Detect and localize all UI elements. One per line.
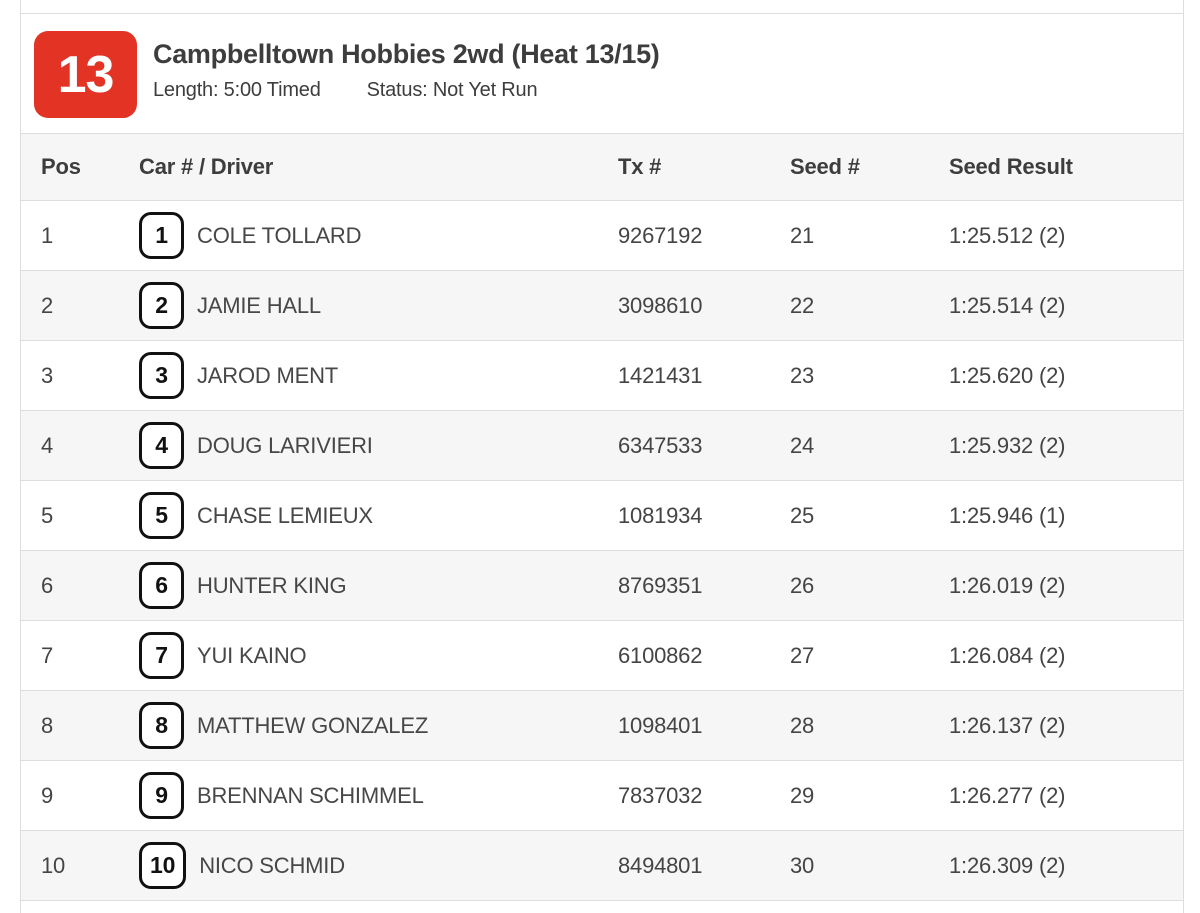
tx-cell: 9267192 [618, 222, 703, 248]
pos-cell: 2 [41, 292, 54, 318]
tx-cell: 7837032 [618, 782, 703, 808]
column-header-result: Seed Result [949, 154, 1073, 179]
driver-name: DOUG LARIVIERI [197, 432, 373, 458]
pos-cell: 9 [41, 782, 54, 808]
results-table: Pos Car # / Driver Tx # Seed # Seed Resu… [21, 134, 1183, 901]
table-row[interactable]: 10 10 NICO SCHMID 8494801 30 1:26.309 (2… [21, 831, 1183, 901]
result-cell: 1:26.277 (2) [949, 782, 1066, 808]
heat-meta: Length: 5:00 Timed Status: Not Yet Run [153, 79, 660, 102]
table-row[interactable]: 9 9 BRENNAN SCHIMMEL 7837032 29 1:26.277… [21, 761, 1183, 831]
seed-cell: 27 [790, 642, 815, 668]
result-cell: 1:26.137 (2) [949, 712, 1066, 738]
pos-cell: 3 [41, 362, 54, 388]
seed-cell: 22 [790, 292, 815, 318]
car-number-badge: 10 [139, 842, 187, 889]
seed-cell: 24 [790, 432, 815, 458]
result-cell: 1:26.309 (2) [949, 852, 1066, 878]
heat-header: 13 Campbelltown Hobbies 2wd (Heat 13/15)… [21, 14, 1183, 134]
car-number-badge: 3 [139, 352, 184, 399]
driver-cell: 6 HUNTER KING [139, 562, 618, 609]
driver-name: NICO SCHMID [199, 852, 345, 878]
seed-cell: 26 [790, 572, 815, 598]
car-number-badge: 6 [139, 562, 184, 609]
seed-cell: 25 [790, 502, 815, 528]
driver-cell: 4 DOUG LARIVIERI [139, 422, 618, 469]
heat-number-badge: 13 [34, 31, 137, 118]
tx-cell: 6347533 [618, 432, 703, 458]
seed-cell: 23 [790, 362, 815, 388]
driver-cell: 3 JAROD MENT [139, 352, 618, 399]
driver-name: CHASE LEMIEUX [197, 502, 373, 528]
result-cell: 1:25.514 (2) [949, 292, 1066, 318]
table-row[interactable]: 5 5 CHASE LEMIEUX 1081934 25 1:25.946 (1… [21, 481, 1183, 551]
driver-name: COLE TOLLARD [197, 222, 362, 248]
heat-card: 13 Campbelltown Hobbies 2wd (Heat 13/15)… [20, 14, 1184, 901]
driver-cell: 8 MATTHEW GONZALEZ [139, 702, 618, 749]
tx-cell: 8769351 [618, 572, 703, 598]
pos-cell: 5 [41, 502, 54, 528]
tx-cell: 1098401 [618, 712, 703, 738]
driver-name: JAROD MENT [197, 362, 339, 388]
result-cell: 1:25.946 (1) [949, 502, 1066, 528]
tx-cell: 1081934 [618, 502, 703, 528]
tx-cell: 3098610 [618, 292, 703, 318]
heat-header-text: Campbelltown Hobbies 2wd (Heat 13/15) Le… [153, 31, 660, 102]
driver-cell: 10 NICO SCHMID [139, 842, 618, 889]
table-row[interactable]: 7 7 YUI KAINO 6100862 27 1:26.084 (2) [21, 621, 1183, 691]
tx-cell: 8494801 [618, 852, 703, 878]
pos-cell: 10 [41, 852, 66, 878]
seed-cell: 28 [790, 712, 815, 738]
pos-cell: 8 [41, 712, 54, 738]
table-row[interactable]: 8 8 MATTHEW GONZALEZ 1098401 28 1:26.137… [21, 691, 1183, 761]
tx-cell: 1421431 [618, 362, 703, 388]
table-row[interactable]: 4 4 DOUG LARIVIERI 6347533 24 1:25.932 (… [21, 411, 1183, 481]
result-cell: 1:26.084 (2) [949, 642, 1066, 668]
column-header-pos: Pos [41, 154, 81, 179]
driver-name: MATTHEW GONZALEZ [197, 712, 429, 738]
driver-cell: 1 COLE TOLLARD [139, 212, 618, 259]
result-cell: 1:25.620 (2) [949, 362, 1066, 388]
result-cell: 1:26.019 (2) [949, 572, 1066, 598]
tx-cell: 6100862 [618, 642, 703, 668]
driver-cell: 2 JAMIE HALL [139, 282, 618, 329]
column-header-seed: Seed # [790, 154, 860, 179]
column-header-driver: Car # / Driver [139, 154, 274, 179]
driver-name: HUNTER KING [197, 572, 347, 598]
next-section-remnant [20, 901, 1184, 913]
table-header-row: Pos Car # / Driver Tx # Seed # Seed Resu… [21, 134, 1183, 201]
page: 13 Campbelltown Hobbies 2wd (Heat 13/15)… [20, 0, 1184, 913]
driver-name: YUI KAINO [197, 642, 307, 668]
driver-name: BRENNAN SCHIMMEL [197, 782, 424, 808]
driver-cell: 5 CHASE LEMIEUX [139, 492, 618, 539]
pos-cell: 1 [41, 222, 54, 248]
driver-name: JAMIE HALL [197, 292, 321, 318]
car-number-badge: 1 [139, 212, 184, 259]
seed-cell: 30 [790, 852, 815, 878]
car-number-badge: 7 [139, 632, 184, 679]
table-row[interactable]: 6 6 HUNTER KING 8769351 26 1:26.019 (2) [21, 551, 1183, 621]
pos-cell: 6 [41, 572, 54, 598]
seed-cell: 21 [790, 222, 815, 248]
table-row[interactable]: 2 2 JAMIE HALL 3098610 22 1:25.514 (2) [21, 271, 1183, 341]
heat-length-label: Length: 5:00 Timed [153, 79, 321, 101]
driver-cell: 7 YUI KAINO [139, 632, 618, 679]
heat-status-label: Status: Not Yet Run [366, 79, 538, 101]
table-row[interactable]: 1 1 COLE TOLLARD 9267192 21 1:25.512 (2) [21, 201, 1183, 271]
heat-title: Campbelltown Hobbies 2wd (Heat 13/15) [153, 39, 660, 69]
column-header-tx: Tx # [618, 154, 662, 179]
pos-cell: 7 [41, 642, 54, 668]
car-number-badge: 2 [139, 282, 184, 329]
car-number-badge: 5 [139, 492, 184, 539]
seed-cell: 29 [790, 782, 815, 808]
car-number-badge: 9 [139, 772, 184, 819]
result-cell: 1:25.512 (2) [949, 222, 1066, 248]
result-cell: 1:25.932 (2) [949, 432, 1066, 458]
table-row[interactable]: 3 3 JAROD MENT 1421431 23 1:25.620 (2) [21, 341, 1183, 411]
driver-cell: 9 BRENNAN SCHIMMEL [139, 772, 618, 819]
pos-cell: 4 [41, 432, 54, 458]
table-body: 1 1 COLE TOLLARD 9267192 21 1:25.512 (2)… [21, 201, 1183, 901]
car-number-badge: 8 [139, 702, 184, 749]
previous-section-remnant [20, 0, 1184, 14]
car-number-badge: 4 [139, 422, 184, 469]
